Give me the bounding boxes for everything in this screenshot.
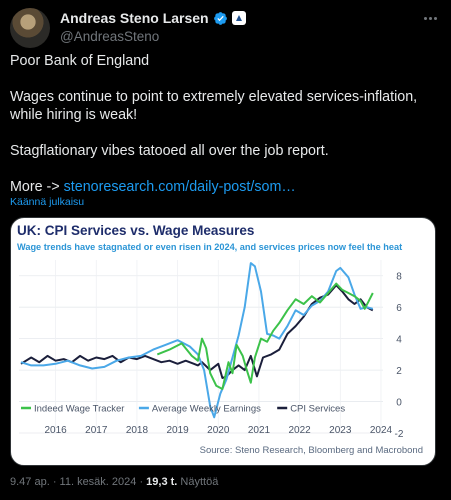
x-tick-label: 2024: [370, 425, 393, 436]
timestamp[interactable]: 9.47 ap. · 11. kesäk. 2024 ·: [10, 476, 147, 488]
more-prefix: More ->: [10, 179, 64, 195]
more-options-icon[interactable]: [419, 10, 441, 26]
x-tick-label: 2018: [126, 425, 149, 436]
y-tick-label: 6: [396, 303, 402, 314]
series-line: [20, 284, 374, 379]
views-count: 19,3 t.: [146, 476, 178, 488]
legend-label: CPI Services: [290, 404, 345, 415]
x-tick-label: 2021: [248, 425, 271, 436]
author-name[interactable]: Andreas Steno Larsen: [60, 10, 209, 26]
translate-link[interactable]: Käännä julkaisu: [10, 196, 85, 208]
chart-image[interactable]: UK: CPI Services vs. Wage Measures Wage …: [10, 217, 436, 466]
chart-plot: 8 6 4 2 0 -2 Indeed Wage Tracker Average Weekly…: [19, 260, 404, 440]
tweet-line-4: More -> stenoresearch.com/daily-post/som…: [10, 178, 296, 196]
x-tick-label: 2019: [166, 425, 189, 436]
tweet-header: Andreas Steno Larsen @AndreasSteno: [10, 8, 441, 52]
y-tick-label: -2: [395, 429, 404, 440]
author-name-row: Andreas Steno Larsen: [60, 10, 246, 26]
affiliate-badge-icon[interactable]: [231, 11, 246, 25]
author-avatar[interactable]: [10, 8, 50, 48]
x-tick-label: 2020: [207, 425, 230, 436]
x-tick-label: 2023: [329, 425, 352, 436]
y-tick-label: 4: [396, 335, 402, 346]
series-line: [156, 282, 374, 390]
x-tick-label: 2017: [85, 425, 108, 436]
x-tick-label: 2016: [44, 425, 67, 436]
tweet-line-1: Poor Bank of England: [10, 53, 150, 69]
tweet-meta: 9.47 ap. · 11. kesäk. 2024 · 19,3 t. Näy…: [10, 476, 218, 488]
legend-label: Indeed Wage Tracker: [34, 404, 124, 415]
author-handle[interactable]: @AndreasSteno: [60, 29, 160, 44]
tweet-line-2: Wages continue to point to extremely ele…: [10, 89, 418, 123]
views-label: Näyttöä: [177, 476, 219, 488]
verified-badge-icon[interactable]: [213, 11, 228, 26]
x-tick-label: 2022: [289, 425, 312, 436]
chart-subtitle: Wage trends have stagnated or even risen…: [17, 242, 403, 252]
y-tick-label: 8: [396, 272, 402, 283]
tweet-line-3: Stagflationary vibes tatooed all over th…: [10, 143, 329, 159]
chart-title: UK: CPI Services vs. Wage Measures: [17, 223, 255, 238]
y-tick-label: 2: [396, 366, 402, 377]
chart-source: Source: Steno Research, Bloomberg and Ma…: [199, 445, 423, 456]
legend-label: Average Weekly Earnings: [152, 404, 261, 415]
y-tick-label: 0: [396, 398, 402, 409]
series-line: [20, 262, 374, 419]
article-link[interactable]: stenoresearch.com/daily-post/som…: [63, 179, 296, 195]
